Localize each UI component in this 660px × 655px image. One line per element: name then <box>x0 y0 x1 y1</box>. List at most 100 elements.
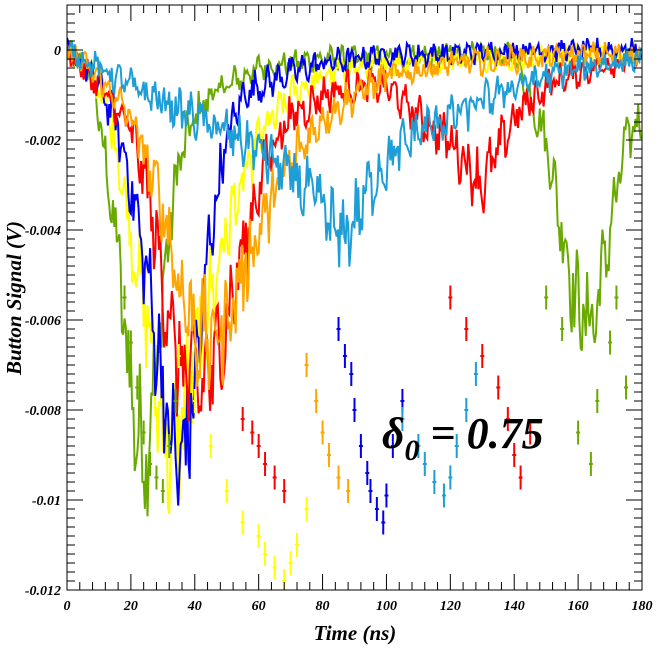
errorbar-point <box>208 434 213 458</box>
errorbar-point <box>240 510 245 535</box>
errorbar-point <box>128 330 133 355</box>
annotation-subscript: 0 <box>405 434 420 467</box>
errorbar-point <box>448 465 453 490</box>
errorbar-point <box>588 452 593 476</box>
errorbar-point <box>576 420 581 445</box>
annotation-value: = 0.75 <box>420 409 544 458</box>
y-tick-label: 0 <box>54 44 61 59</box>
y-tick-label: -0.002 <box>25 134 61 149</box>
errorbar-point <box>304 353 309 377</box>
errorbar-point <box>560 317 565 341</box>
series-layer <box>67 37 642 517</box>
errorbar-point <box>454 434 459 458</box>
errorbar-point <box>512 443 517 467</box>
errorbar-point <box>154 465 159 490</box>
errorbar-point <box>167 434 172 458</box>
errorbar-layer <box>122 285 629 590</box>
x-tick-label: 120 <box>440 599 461 614</box>
errorbar-point <box>352 398 357 422</box>
errorbar-point <box>608 330 613 355</box>
x-tick-label: 140 <box>504 599 525 614</box>
y-tick-label: -0.01 <box>32 494 61 509</box>
errorbar-point <box>464 317 469 341</box>
errorbar-point <box>224 479 229 503</box>
errorbar-point <box>448 285 453 310</box>
errorbar-point <box>528 420 533 445</box>
errorbar-point <box>288 551 293 575</box>
errorbar-point <box>176 344 181 368</box>
errorbar-point <box>342 344 347 368</box>
errorbar-point <box>496 375 501 400</box>
delta-annotation: δ0 = 0.75 <box>382 409 544 467</box>
errorbar-point <box>473 362 478 386</box>
errorbar-point <box>256 434 261 458</box>
errorbar-point <box>358 434 363 458</box>
x-tick-label: 100 <box>376 599 397 614</box>
x-tick-label: 160 <box>568 599 589 614</box>
series-line <box>67 37 642 506</box>
y-tick-label: -0.012 <box>25 584 61 599</box>
errorbar-point <box>122 285 127 310</box>
errorbar-point <box>441 483 446 508</box>
errorbar-point <box>416 434 421 458</box>
x-tick-label: 60 <box>252 599 266 614</box>
errorbar-point <box>173 389 178 413</box>
errorbar-point <box>349 362 354 386</box>
errorbar-point <box>336 465 341 490</box>
errorbar-point <box>614 285 619 310</box>
x-tick-label: 20 <box>123 599 138 614</box>
errorbar-point <box>272 555 277 580</box>
errorbar-point <box>544 285 549 310</box>
errorbar-point <box>326 443 331 467</box>
series-line <box>67 39 642 268</box>
errorbar-point <box>256 524 261 548</box>
errorbar-point <box>480 344 485 368</box>
x-axis-title: Time (ns) <box>314 621 397 645</box>
errorbar-point <box>263 452 268 476</box>
errorbar-point <box>400 407 405 431</box>
errorbar-point <box>422 452 427 476</box>
errorbar-point <box>320 420 325 445</box>
errorbar-point <box>365 461 370 485</box>
errorbar-point <box>135 375 140 400</box>
plot-frame <box>66 4 643 591</box>
y-axis-title: Button Signal (V) <box>2 221 26 376</box>
x-tick-label: 80 <box>316 599 330 614</box>
series-line <box>67 41 642 390</box>
errorbar-point <box>141 420 146 445</box>
errorbar-point <box>368 479 373 503</box>
y-tick-label: -0.008 <box>25 404 61 419</box>
errorbar-point <box>595 389 600 413</box>
errorbar-point <box>192 389 197 413</box>
errorbar-point <box>384 483 389 508</box>
errorbar-point <box>464 398 469 422</box>
errorbar-point <box>263 542 268 566</box>
errorbar-point <box>148 452 153 476</box>
errorbar-point <box>624 375 629 400</box>
errorbar-point <box>346 479 351 503</box>
errorbar-point <box>250 420 255 445</box>
x-tick-label: 180 <box>632 599 653 614</box>
errorbar-point <box>374 497 379 521</box>
annotation-symbol: δ <box>382 409 405 458</box>
errorbar-point <box>282 479 287 503</box>
x-tick-label: 40 <box>187 599 202 614</box>
errorbar-point <box>390 434 395 458</box>
errorbar-point <box>272 465 277 490</box>
x-tick-label: 0 <box>64 599 71 614</box>
y-tick-label: -0.006 <box>25 314 61 329</box>
y-tick-label: -0.004 <box>25 224 61 239</box>
errorbar-point <box>160 479 165 503</box>
errorbar-point <box>295 533 299 557</box>
errorbar-point <box>336 317 341 341</box>
plot-area <box>67 37 642 590</box>
axis-layer: 0 20 40 60 80 100 120 140 160 180 0 -0.002 -0.004 -0.… <box>25 4 653 614</box>
errorbar-point <box>314 389 319 413</box>
errorbar-point <box>505 407 510 431</box>
errorbar-point <box>240 407 245 431</box>
errorbar-point <box>304 497 309 521</box>
errorbar-point <box>518 465 523 490</box>
errorbar-point <box>381 510 386 535</box>
